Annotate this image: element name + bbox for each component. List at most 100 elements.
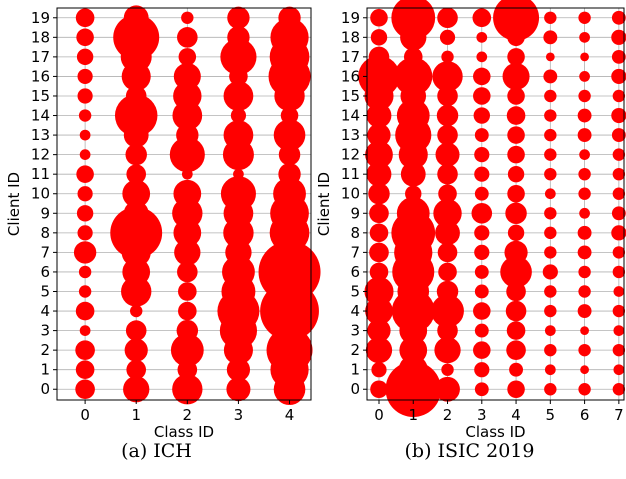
isic-marker-class4-client5 (506, 281, 526, 302)
isic-ytick-label-18: 18 (341, 28, 360, 46)
isic-marker-class3-client15 (473, 87, 491, 105)
isic-marker-class2-client0 (435, 376, 460, 402)
isic-marker-class7-client4 (612, 304, 626, 318)
isic-marker-class4-client16 (502, 62, 530, 90)
isic-ytick-label-11: 11 (341, 165, 360, 183)
ich-marker-class2-client19 (181, 11, 194, 24)
ich-marker-class1-client16 (121, 61, 151, 91)
isic-marker-class7-client18 (611, 29, 626, 45)
isic-ytick-label-19: 19 (341, 9, 360, 27)
ich-marker-class0-client4 (75, 301, 95, 321)
isic-ytick-label-7: 7 (350, 243, 360, 261)
ich-marker-class0-client17 (76, 48, 94, 66)
ich-ytick-label-15: 15 (31, 87, 50, 105)
ich-marker-class0-client14 (78, 109, 92, 122)
ich-marker-class2-client6 (177, 261, 198, 283)
isic-marker-class6-client5 (578, 285, 591, 298)
ich-marker-class1-client5 (121, 276, 152, 307)
isic-ytick-label-10: 10 (341, 185, 360, 203)
isic-marker-class4-client19 (493, 0, 540, 41)
ich-marker-class2-client8 (173, 218, 202, 247)
isic-xtick-label-4: 4 (511, 406, 521, 424)
isic-marker-class7-client0 (612, 383, 626, 396)
ich-marker-class1-client1 (126, 359, 147, 380)
ich-marker-class3-client0 (226, 377, 251, 402)
isic-marker-class2-client7 (437, 242, 458, 263)
ich-marker-class3-client12 (222, 139, 254, 171)
isic-marker-class3-client10 (474, 186, 489, 201)
isic-marker-class2-client17 (441, 50, 454, 64)
ich-marker-class4-client15 (274, 80, 305, 112)
ich-marker-class4-client12 (278, 143, 301, 166)
ich-xtick-label-4: 4 (285, 406, 295, 424)
isic-marker-class3-client7 (474, 244, 490, 260)
isic-marker-class6-client13 (577, 128, 592, 143)
ich-marker-class2-client7 (174, 239, 201, 266)
isic-marker-class0-client14 (366, 103, 392, 128)
ich-marker-class0-client15 (77, 88, 93, 104)
caption-isic-label: (b) (404, 440, 432, 462)
isic-marker-class0-client1 (371, 362, 387, 378)
isic-marker-class2-client16 (432, 61, 463, 92)
ich-ytick-label-12: 12 (31, 146, 50, 164)
isic-marker-class3-client19 (472, 8, 492, 28)
isic-marker-class0-client9 (369, 203, 389, 224)
ich-marker-class2-client14 (172, 100, 203, 131)
isic-marker-class6-client9 (579, 207, 590, 219)
isic-marker-class5-client13 (544, 128, 557, 142)
isic-marker-class7-client12 (612, 148, 626, 161)
ich-marker-class3-client14 (230, 107, 247, 124)
ich-marker-class2-client4 (178, 301, 197, 321)
isic-marker-class7-client13 (611, 128, 626, 143)
isic-marker-class5-client12 (544, 148, 557, 161)
ich-marker-class0-client3 (79, 325, 91, 336)
isic-marker-class6-client11 (578, 167, 591, 181)
isic-chart-panel: 0 1 2 3 4 5 6 7012345678910111213141516171819Cl… (315, 0, 626, 441)
ich-ytick-label-16: 16 (31, 67, 50, 85)
ich-xtick-label-3: 3 (234, 406, 244, 424)
isic-marker-class1-client12 (398, 140, 428, 170)
isic-marker-class0-client19 (370, 9, 388, 27)
isic-marker-class3-client5 (474, 284, 489, 299)
isic-marker-class3-client17 (476, 51, 488, 63)
isic-marker-class0-client3 (367, 318, 391, 343)
isic-marker-class3-client6 (474, 265, 489, 279)
ich-marker-class4-client0 (273, 373, 306, 406)
ich-marker-class3-client1 (226, 358, 251, 382)
isic-marker-class3-client13 (474, 128, 489, 143)
isic-marker-class3-client11 (474, 166, 490, 182)
isic-yaxis-label: Client ID (315, 172, 333, 236)
isic-marker-class4-client9 (505, 202, 527, 225)
caption-ich: (a) ICH (0, 440, 313, 462)
ich-marker-class3-client2 (223, 335, 253, 365)
isic-marker-class6-client7 (577, 245, 592, 260)
isic-marker-class6-client8 (577, 225, 592, 240)
isic-marker-class3-client18 (476, 31, 488, 43)
ich-marker-class0-client13 (79, 129, 91, 141)
isic-marker-class7-client1 (613, 364, 625, 376)
isic-marker-class4-client14 (506, 106, 526, 125)
isic-marker-class4-client6 (500, 256, 532, 288)
isic-marker-class5-client5 (544, 285, 557, 298)
isic-marker-class7-client17 (611, 49, 626, 64)
isic-ytick-label-13: 13 (341, 126, 360, 144)
isic-marker-class0-client13 (367, 123, 391, 147)
ich-marker-class2-client5 (178, 282, 197, 301)
ich-marker-class1-client12 (125, 143, 147, 166)
ich-marker-class0-client8 (77, 225, 93, 241)
isic-marker-class4-client0 (507, 380, 525, 399)
caption-ich-title: ICH (153, 440, 192, 462)
ich-marker-class3-client16 (229, 67, 248, 86)
isic-marker-class0-client2 (365, 336, 393, 364)
caption-ich-label: (a) (121, 440, 148, 462)
ich-xtick-label-2: 2 (183, 406, 193, 424)
isic-ytick-label-4: 4 (350, 302, 360, 320)
isic-marker-class7-client2 (612, 343, 626, 357)
isic-marker-class7-client9 (611, 206, 626, 221)
isic-marker-class1-client16 (394, 57, 433, 96)
ich-marker-class2-client2 (170, 333, 204, 367)
isic-marker-class5-client14 (544, 109, 557, 122)
ich-ytick-label-7: 7 (40, 243, 50, 261)
ich-marker-class2-client16 (173, 62, 201, 90)
ich-ytick-label-3: 3 (40, 322, 50, 340)
